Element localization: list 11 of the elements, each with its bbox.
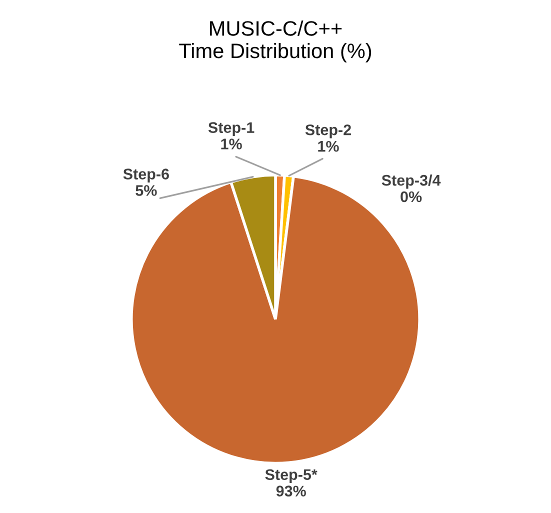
slice-label: Step-6: [123, 168, 169, 182]
slice-label: Step-1: [208, 122, 254, 136]
data-label: 1%: [318, 140, 339, 152]
slice-label: Step-2: [305, 124, 351, 138]
category-label: Step-3/4: [382, 174, 441, 189]
slice-label: Step-5*: [265, 469, 318, 484]
data-label: 93%: [276, 486, 306, 496]
text: 0%: [400, 191, 422, 202]
chart-title: MUSIC-C/C++ Time Distribution (%): [179, 20, 372, 62]
data-label: 1%: [221, 138, 242, 150]
data-label: 5%: [136, 185, 157, 196]
